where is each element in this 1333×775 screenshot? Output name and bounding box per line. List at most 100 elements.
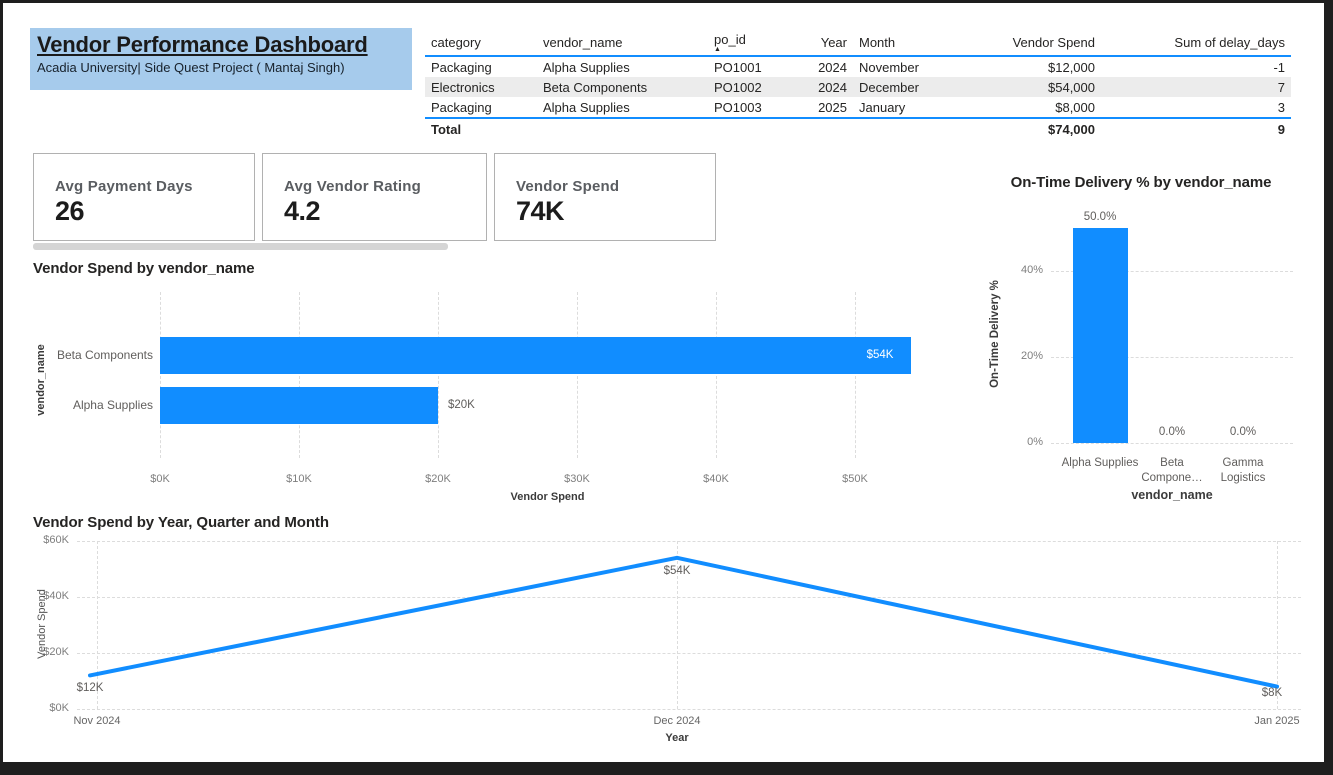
table-cell: January: [859, 99, 906, 115]
y-axis-title: vendor_name: [35, 344, 47, 416]
x-axis-title: vendor_name: [1131, 488, 1213, 502]
spend-trend-line[interactable]: [33, 514, 1305, 759]
on-time-delivery-chart: On-Time Delivery % by vendor_name 0% 20% 4…: [985, 170, 1297, 508]
bar-value-label: $54K: [866, 348, 894, 361]
spend-bar-1[interactable]: [160, 337, 911, 374]
table-cell: PO1003: [714, 99, 762, 115]
column-header-label: Year: [820, 35, 847, 50]
table-cell: Electronics: [431, 79, 495, 95]
column-category-label: Alpha Supplies: [1061, 457, 1139, 469]
column-header-label: Vendor Spend: [1012, 35, 1095, 50]
x-gridline: [160, 292, 161, 458]
point-value-label: $54K: [663, 565, 691, 577]
bar-category-label: Beta Components: [56, 347, 153, 362]
x-axis-title: Year: [665, 732, 689, 744]
y-gridline: [77, 709, 1301, 710]
kpi-value: 4.2: [284, 196, 321, 226]
table-cell: 2024: [818, 79, 847, 95]
kpi-card-avg-payment-days: Avg Payment Days 26: [33, 153, 255, 241]
x-axis-tick: $40K: [703, 473, 729, 485]
y-axis-tick: $20K: [43, 646, 69, 658]
x-gridline: [577, 292, 578, 458]
y-axis-tick: $0K: [49, 702, 69, 714]
x-axis-tick: $30K: [564, 473, 590, 485]
column-plot-area: 0% 20% 40% 50.0% Alpha Supplies 0.0% Beta Comp…: [985, 170, 1297, 508]
table-cell: November: [859, 59, 919, 75]
chart-title: Vendor Spend by Year, Quarter and Month: [33, 514, 329, 531]
table-cell: PO1002: [714, 79, 762, 95]
table-cell: Alpha Supplies: [543, 59, 630, 75]
column-header-label: Sum of delay_days: [1174, 35, 1285, 50]
column-header-Month[interactable]: Month: [853, 36, 968, 50]
table-row[interactable]: Electronics Beta Components PO1002 2024 Dece…: [425, 77, 1291, 97]
column-header-label: Month: [859, 35, 896, 50]
column-category-label: Gamma Logistics: [1220, 457, 1266, 484]
page-title: Vendor Performance Dashboard: [37, 32, 368, 57]
total-cell: $74,000: [1048, 121, 1095, 137]
table-cell: 2025: [818, 99, 847, 115]
column-header-vendor_name[interactable]: vendor_name: [537, 36, 708, 50]
column-header-Year[interactable]: Year: [798, 36, 853, 50]
po-detail-table: category vendor_name po_id ▲ Year Month Vendor…: [425, 30, 1291, 139]
y-gridline: [1051, 443, 1293, 444]
y-axis-tick: $60K: [43, 534, 69, 546]
kpi-label: Vendor Spend: [516, 178, 620, 195]
bar-plot-area: $0K $10K $20K $30K $40K $50K Beta Components $5…: [33, 258, 945, 508]
x-gridline: [855, 292, 856, 458]
column-value-label: 0.0%: [1229, 426, 1257, 438]
x-axis-title: Vendor Spend: [510, 491, 585, 503]
column-header-label: vendor_name: [543, 35, 623, 50]
table-cell: Alpha Supplies: [543, 99, 630, 115]
vendor-spend-trend-chart: Vendor Spend by Year, Quarter and Month …: [33, 514, 1305, 759]
table-total-row: Total $74,000 9: [425, 117, 1291, 139]
x-axis-tick: Jan 2025: [1254, 715, 1300, 727]
x-gridline: [299, 292, 300, 458]
chart-title: On-Time Delivery % by vendor_name: [1010, 174, 1272, 191]
point-value-label: $12K: [76, 682, 104, 694]
kpi-card-avg-vendor-rating: Avg Vendor Rating 4.2: [262, 153, 487, 241]
column-header-label: category: [431, 35, 481, 50]
kpi-value: 26: [55, 196, 85, 226]
table-cell: 7: [1277, 79, 1285, 95]
y-axis-tick: $40K: [43, 590, 69, 602]
kpi-horizontal-scrollbar[interactable]: [33, 243, 448, 250]
bar-value-label: $20K: [448, 398, 475, 411]
column-header-Sum of delay_days[interactable]: Sum of delay_days: [1101, 36, 1291, 50]
table-row[interactable]: Packaging Alpha Supplies PO1001 2024 Novembe…: [425, 57, 1291, 77]
column-header-po_id[interactable]: po_id ▲: [708, 33, 798, 53]
bar-category-label: Alpha Supplies: [72, 397, 153, 412]
y-gridline: [1051, 357, 1293, 358]
table-cell: $8,000: [1055, 99, 1095, 115]
vendor-spend-by-vendor-chart: Vendor Spend by vendor_name $0K $10K $20K $…: [33, 258, 945, 508]
table-cell: Beta Components: [543, 79, 648, 95]
x-axis-tick: $50K: [842, 473, 868, 485]
chart-title: Vendor Spend by vendor_name: [33, 260, 255, 277]
x-axis-tick: $10K: [286, 473, 312, 485]
column-header-category[interactable]: category: [425, 36, 537, 50]
kpi-value: 74K: [516, 196, 565, 226]
column-header-Vendor Spend[interactable]: Vendor Spend: [968, 36, 1101, 50]
table-cell: December: [859, 79, 919, 95]
delivery-column-1[interactable]: [1072, 228, 1128, 443]
total-cell: 9: [1277, 121, 1285, 137]
spend-bar-2[interactable]: [160, 387, 438, 424]
table-row[interactable]: Packaging Alpha Supplies PO1003 2025 January…: [425, 97, 1291, 117]
kpi-label: Avg Payment Days: [55, 178, 193, 195]
page-subtitle: Acadia University| Side Quest Project ( …: [37, 60, 345, 75]
dashboard-title-block: Vendor Performance Dashboard Acadia Univ…: [30, 28, 412, 90]
table-header-row: category vendor_name po_id ▲ Year Month Vendor…: [425, 30, 1291, 57]
table-cell: -1: [1273, 59, 1285, 75]
x-gridline: [438, 292, 439, 458]
y-gridline: [1051, 271, 1293, 272]
y-axis-title: On-Time Delivery %: [989, 280, 1001, 388]
x-axis-tick: Dec 2024: [653, 715, 701, 727]
point-value-label: $8K: [1261, 687, 1283, 699]
sort-ascending-icon: ▲: [714, 45, 721, 53]
y-axis-tick: 20%: [1020, 350, 1043, 362]
table-cell: 2024: [818, 59, 847, 75]
y-axis-tick: 0%: [1027, 436, 1043, 448]
x-axis-tick: $0K: [150, 473, 170, 485]
y-gridline: [77, 597, 1301, 598]
column-value-label: 50.0%: [1083, 211, 1117, 223]
